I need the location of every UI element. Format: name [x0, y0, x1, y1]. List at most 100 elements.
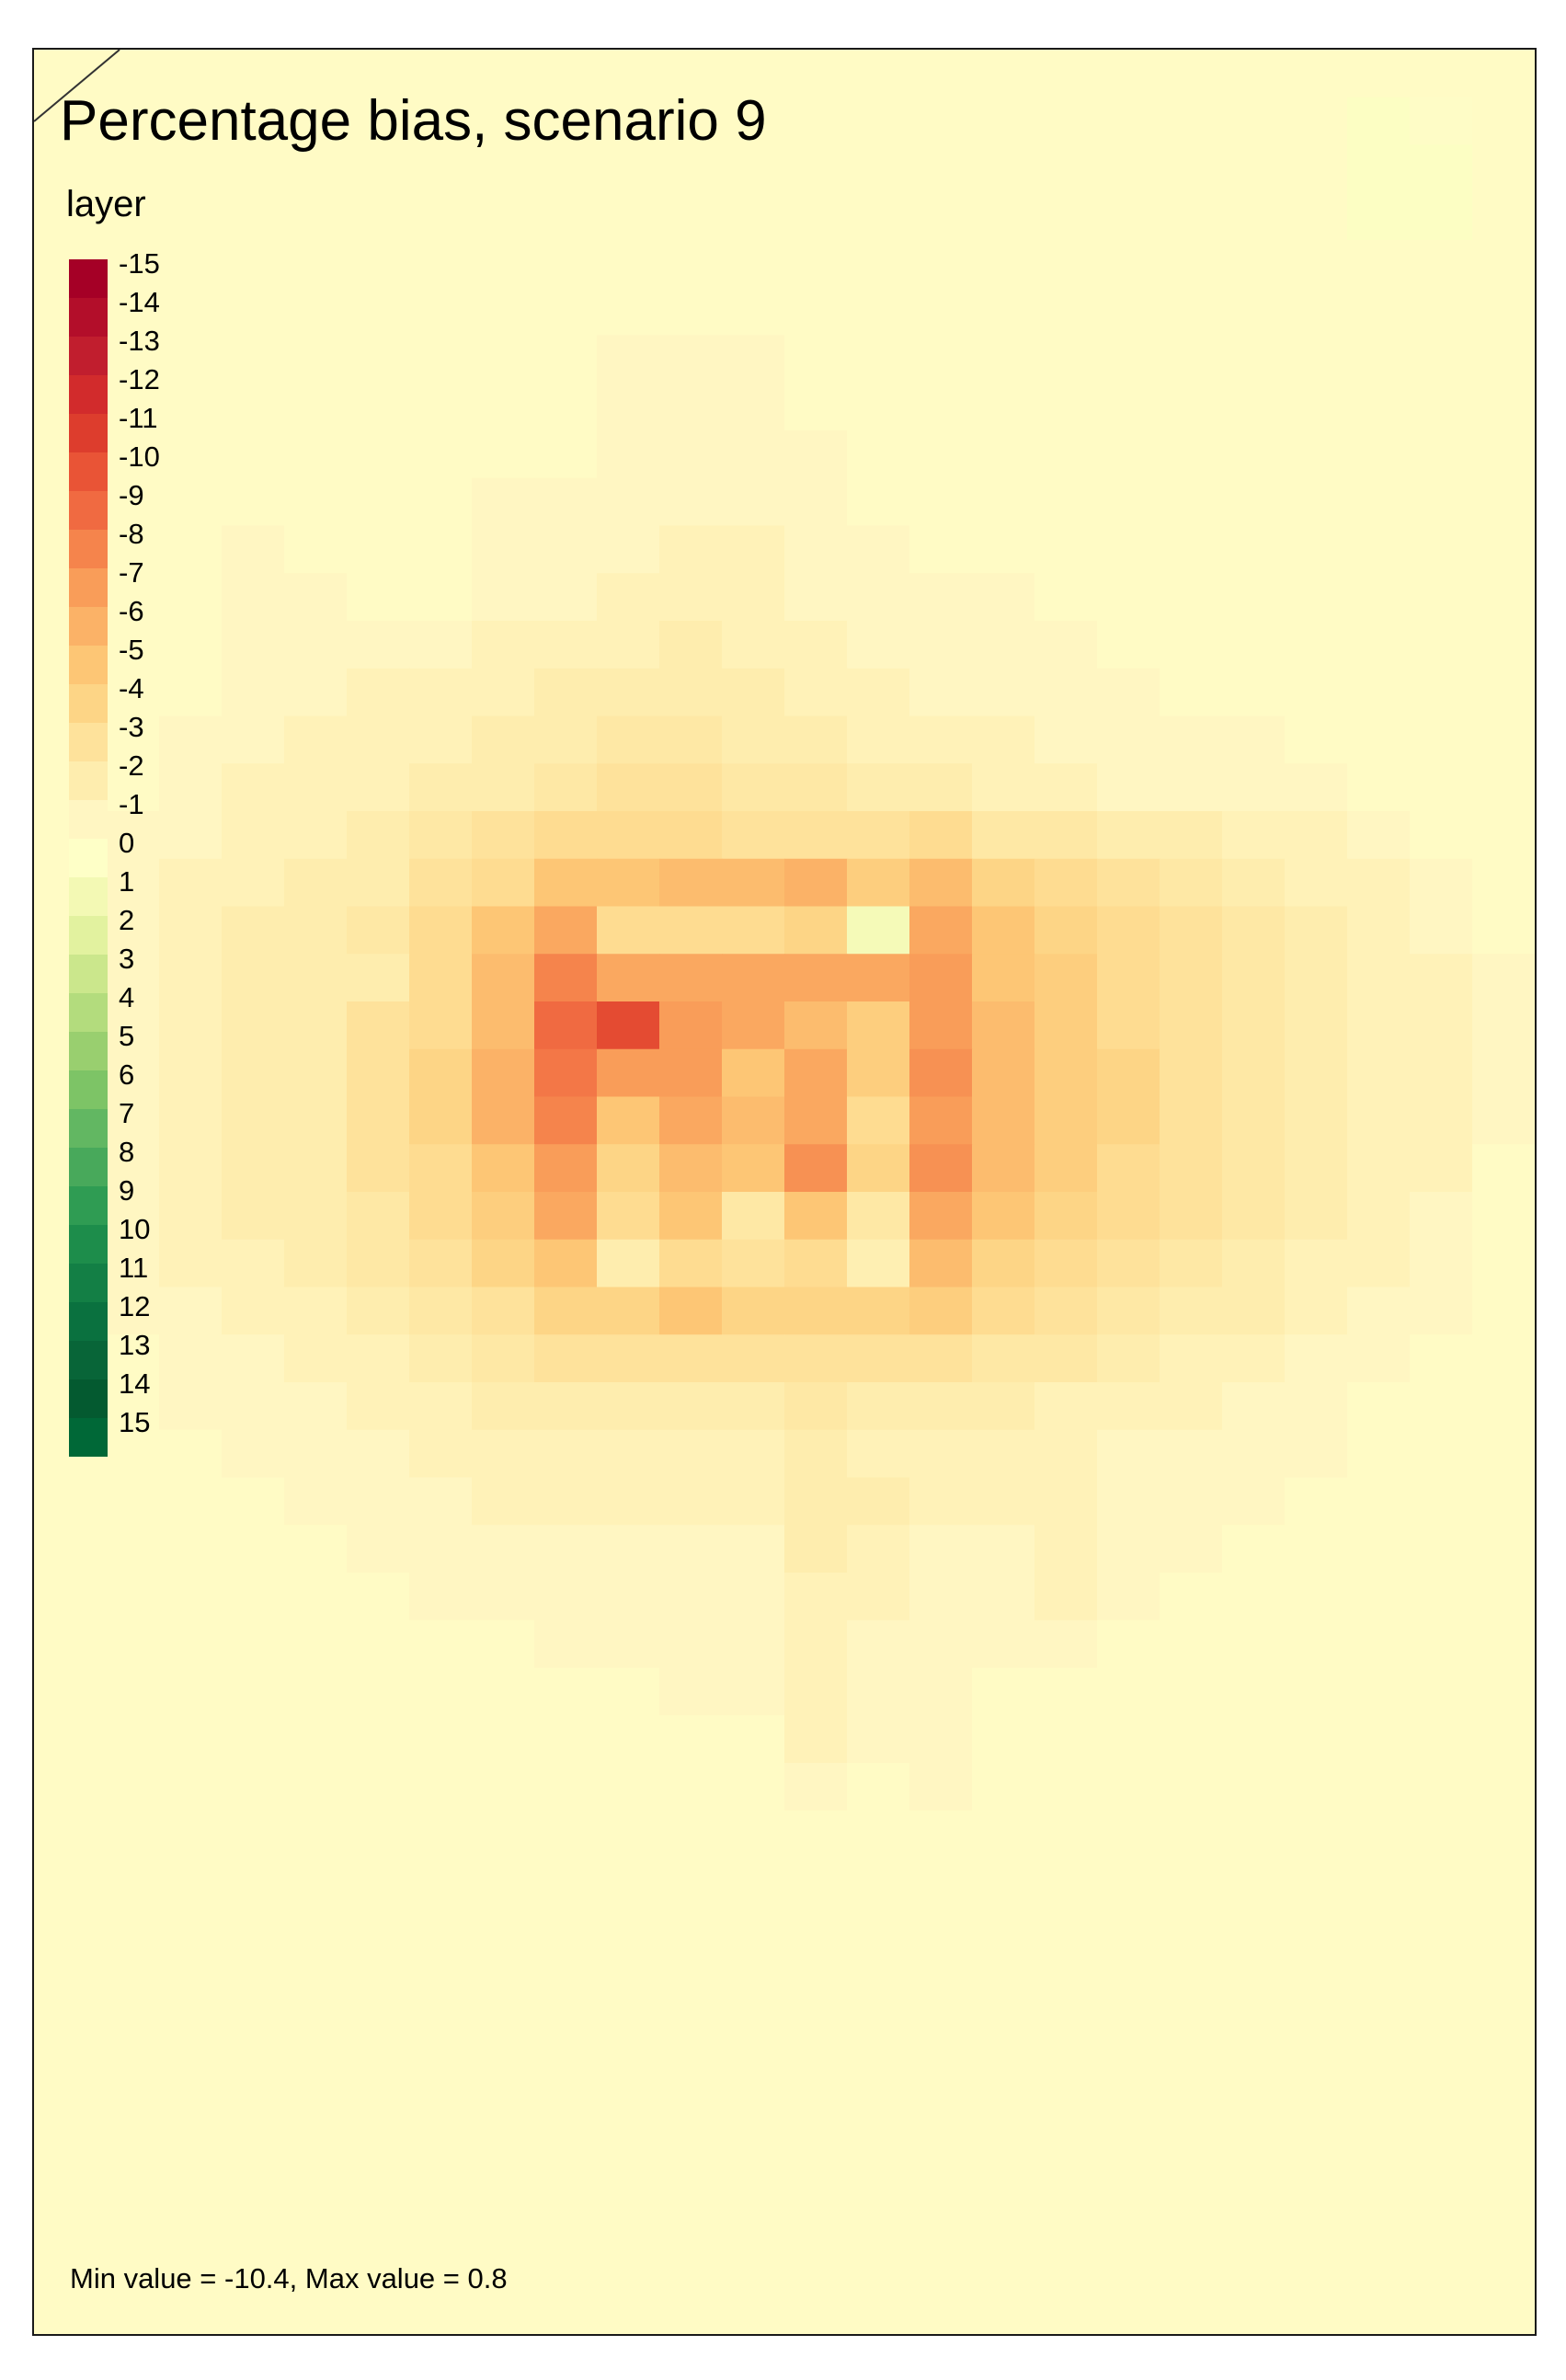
heatmap-cell	[597, 2000, 660, 2050]
heatmap-cell	[847, 1096, 910, 1145]
heatmap-cell	[34, 1667, 97, 1716]
heatmap-cell	[784, 2144, 848, 2192]
heatmap-cell	[1347, 1763, 1411, 1812]
heatmap-cell	[472, 1715, 535, 1764]
heatmap-cell	[1160, 525, 1223, 574]
heatmap-cell	[784, 1382, 848, 1431]
heatmap-cell	[847, 1429, 910, 1479]
heatmap-cell	[534, 1810, 598, 1859]
heatmap-cell	[1160, 1810, 1223, 1859]
heatmap-cell	[347, 525, 410, 574]
heatmap-cell	[659, 811, 723, 860]
heatmap-cell	[909, 1858, 973, 1906]
heatmap-cell	[1222, 2191, 1286, 2240]
legend-tick-label: -13	[119, 325, 160, 357]
legend-swatch	[69, 800, 108, 839]
heatmap-cell	[1097, 2000, 1160, 2050]
heatmap-cell	[784, 477, 848, 527]
heatmap-cell	[1222, 383, 1286, 431]
heatmap-cell	[34, 192, 97, 241]
heatmap-cell	[659, 1667, 723, 1716]
heatmap-cell	[847, 2191, 910, 2240]
heatmap-cell	[1472, 240, 1535, 289]
heatmap-cell	[1222, 1192, 1286, 1241]
heatmap-cell	[1410, 2191, 1473, 2240]
heatmap-cell	[1472, 1715, 1535, 1764]
heatmap-cell	[534, 525, 598, 574]
heatmap-cell	[222, 2286, 285, 2334]
heatmap-cell	[909, 2144, 973, 2192]
heatmap-cell	[409, 715, 473, 764]
heatmap-cell	[972, 1144, 1035, 1193]
heatmap-cell	[1285, 1382, 1348, 1431]
heatmap-cell	[1034, 1858, 1098, 1906]
heatmap-cell	[472, 1953, 535, 2002]
heatmap-cell	[534, 1525, 598, 1573]
heatmap-cell	[409, 2286, 473, 2334]
heatmap-cell	[1410, 287, 1473, 337]
heatmap-cell	[1410, 240, 1473, 289]
heatmap-cell	[1034, 668, 1098, 717]
heatmap-cell	[409, 144, 473, 193]
heatmap-cell	[1285, 2000, 1348, 2050]
heatmap-cell	[159, 2191, 223, 2240]
heatmap-cell	[1034, 1192, 1098, 1241]
heatmap-cell	[347, 1763, 410, 1812]
heatmap-cell	[222, 430, 285, 479]
heatmap-cell	[784, 1858, 848, 1906]
heatmap-cell	[972, 2000, 1035, 2050]
heatmap-cell	[909, 1334, 973, 1383]
legend-tick-label: 4	[119, 981, 135, 1013]
heatmap-cell	[534, 1334, 598, 1383]
heatmap-cell	[597, 1239, 660, 1288]
heatmap-cell	[972, 97, 1035, 146]
heatmap-cell	[284, 1667, 348, 1716]
heatmap-cell	[222, 192, 285, 241]
heatmap-cell	[597, 858, 660, 908]
heatmap-cell	[34, 144, 97, 193]
heatmap-cell	[534, 287, 598, 337]
heatmap-cell	[159, 1715, 223, 1764]
heatmap-cell	[1285, 335, 1348, 383]
heatmap-cell	[909, 1382, 973, 1431]
heatmap-cell	[1347, 1001, 1411, 1050]
heatmap-cell	[409, 383, 473, 431]
heatmap-cell	[1347, 1096, 1411, 1145]
heatmap-cell	[409, 1334, 473, 1383]
heatmap-cell	[1034, 573, 1098, 622]
heatmap-cell	[409, 621, 473, 669]
heatmap-cell	[159, 1477, 223, 1526]
heatmap-cell	[1160, 335, 1223, 383]
heatmap-cell	[1222, 1096, 1286, 1145]
heatmap-cell	[972, 1858, 1035, 1906]
heatmap-cell	[34, 1477, 97, 1526]
heatmap-cell	[909, 383, 973, 431]
heatmap-cell	[722, 2238, 785, 2287]
heatmap-cell	[784, 1619, 848, 1669]
heatmap-cell	[534, 240, 598, 289]
heatmap-cell	[1347, 2238, 1411, 2287]
legend-swatch	[69, 1225, 108, 1264]
heatmap-cell	[1410, 858, 1473, 908]
heatmap-cell	[284, 1619, 348, 1669]
heatmap-cell	[597, 1905, 660, 1954]
heatmap-cell	[284, 1382, 348, 1431]
heatmap-cell	[1472, 2286, 1535, 2334]
heatmap-cell	[1410, 621, 1473, 669]
heatmap-cell	[722, 1619, 785, 1669]
heatmap-cell	[1285, 1905, 1348, 1954]
heatmap-cell	[1034, 1334, 1098, 1383]
heatmap-cell	[597, 1810, 660, 1859]
heatmap-cell	[1097, 1905, 1160, 1954]
heatmap-cell	[222, 97, 285, 146]
heatmap-cell	[847, 1382, 910, 1431]
heatmap-cell	[222, 144, 285, 193]
heatmap-cell	[722, 2096, 785, 2145]
legend-swatch	[69, 1070, 108, 1109]
heatmap-cell	[1347, 858, 1411, 908]
heatmap-cell	[909, 906, 973, 955]
heatmap-cell	[1222, 477, 1286, 527]
heatmap-cell	[784, 1525, 848, 1573]
heatmap-cell	[97, 50, 160, 98]
heatmap-cell	[347, 1334, 410, 1383]
